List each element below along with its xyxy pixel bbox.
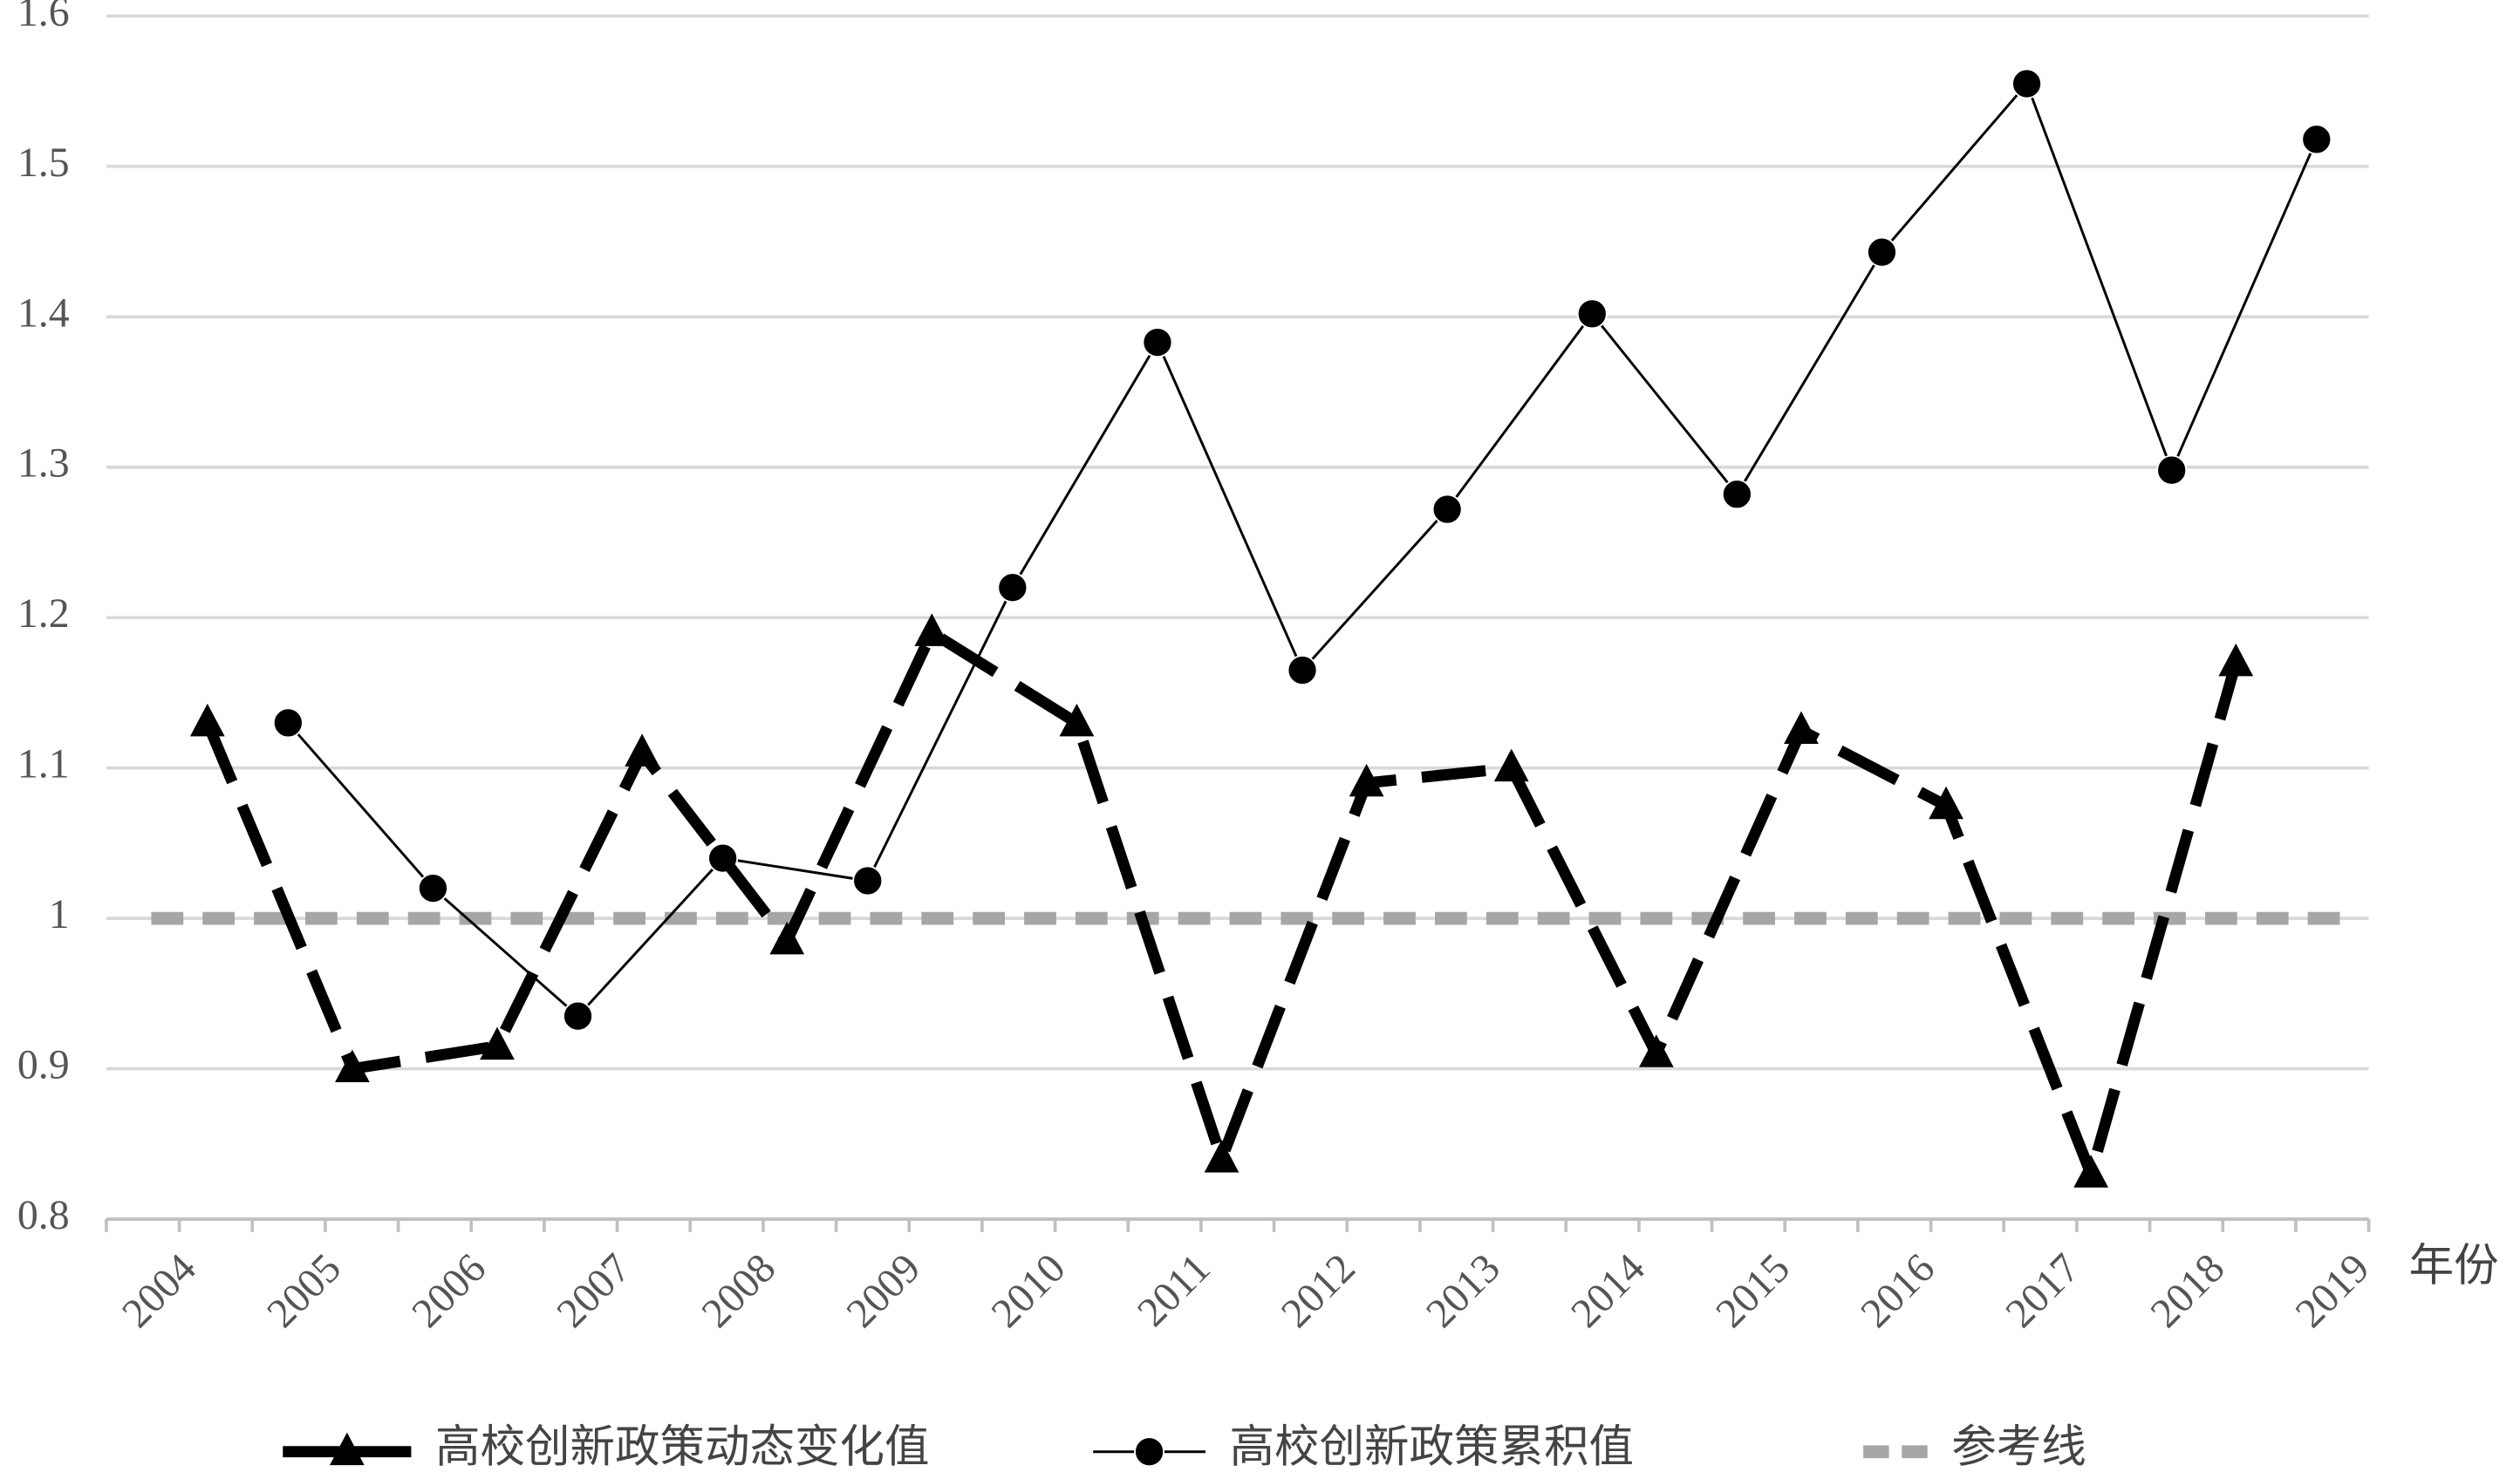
series-line (287, 82, 2319, 1018)
triangle-marker (625, 733, 659, 767)
triangle-marker (2218, 643, 2254, 677)
triangle-marker (189, 703, 225, 737)
x-tick-label: 2018 (2141, 1245, 2233, 1337)
triangle-marker (1349, 763, 1384, 797)
circle-marker (1134, 1436, 1165, 1468)
y-tick-label: 1 (49, 891, 70, 937)
y-tick-label: 1.6 (17, 0, 70, 35)
x-tick-label: 2006 (403, 1245, 495, 1337)
circle-marker (1867, 236, 1897, 268)
circle-marker (1142, 327, 1173, 358)
circle-marker (997, 572, 1028, 603)
circle-marker (1721, 479, 1752, 510)
y-tick-label: 1.3 (17, 440, 70, 487)
circle-marker (1576, 298, 1608, 330)
triangle-marker (1059, 703, 1095, 737)
series-line (201, 627, 2242, 1180)
circle-marker (2156, 454, 2188, 486)
x-tick-label: 2011 (1129, 1245, 1219, 1336)
y-tick-label: 1.5 (17, 140, 70, 186)
x-tick-label: 2019 (2286, 1245, 2378, 1337)
triangle-marker (335, 1049, 370, 1083)
x-tick-label: 2009 (837, 1245, 929, 1337)
x-tick-label: 2005 (258, 1245, 350, 1337)
triangle-marker (1638, 1034, 1674, 1067)
triangle-marker (480, 1026, 515, 1060)
x-tick-label: 2014 (1562, 1245, 1654, 1337)
circle-marker (417, 873, 448, 904)
triangle-marker (914, 613, 950, 646)
x-tick-label: 2010 (982, 1245, 1074, 1337)
x-axis-label: 年份 (2409, 1242, 2499, 1292)
triangle-marker (1929, 786, 1963, 820)
legend-label: 高校创新政策累积值 (1230, 1423, 1635, 1473)
triangle-marker (329, 1432, 365, 1466)
circle-marker (852, 865, 884, 896)
legend-label: 高校创新政策动态变化值 (435, 1423, 930, 1473)
circle-marker (563, 1000, 594, 1032)
triangle-marker (1493, 748, 1529, 782)
triangle-marker (1204, 1139, 1240, 1173)
circle-marker (2011, 68, 2043, 99)
x-tick-label: 2017 (1997, 1245, 2088, 1337)
x-tick-label: 2016 (1852, 1245, 1943, 1337)
y-tick-label: 1.2 (17, 590, 70, 637)
triangle-marker (2073, 1155, 2109, 1188)
circle-marker (1431, 494, 1463, 525)
triangle-marker (1784, 711, 1819, 744)
legend-label: 参考线 (1951, 1423, 2086, 1473)
x-tick-label: 2015 (1707, 1245, 1799, 1337)
y-tick-label: 0.9 (17, 1042, 70, 1088)
circle-marker (1287, 655, 1318, 686)
x-tick-label: 2008 (693, 1245, 784, 1337)
x-tick-label: 2004 (113, 1245, 205, 1337)
y-tick-label: 0.8 (17, 1192, 70, 1238)
circle-marker (272, 707, 304, 739)
x-tick-label: 2012 (1273, 1245, 1364, 1337)
y-tick-label: 1.4 (17, 290, 70, 336)
x-tick-label: 2013 (1417, 1245, 1509, 1337)
triangle-marker (769, 921, 805, 955)
x-tick-label: 2007 (548, 1245, 639, 1337)
y-tick-label: 1.1 (17, 741, 70, 787)
circle-marker (2301, 124, 2332, 155)
